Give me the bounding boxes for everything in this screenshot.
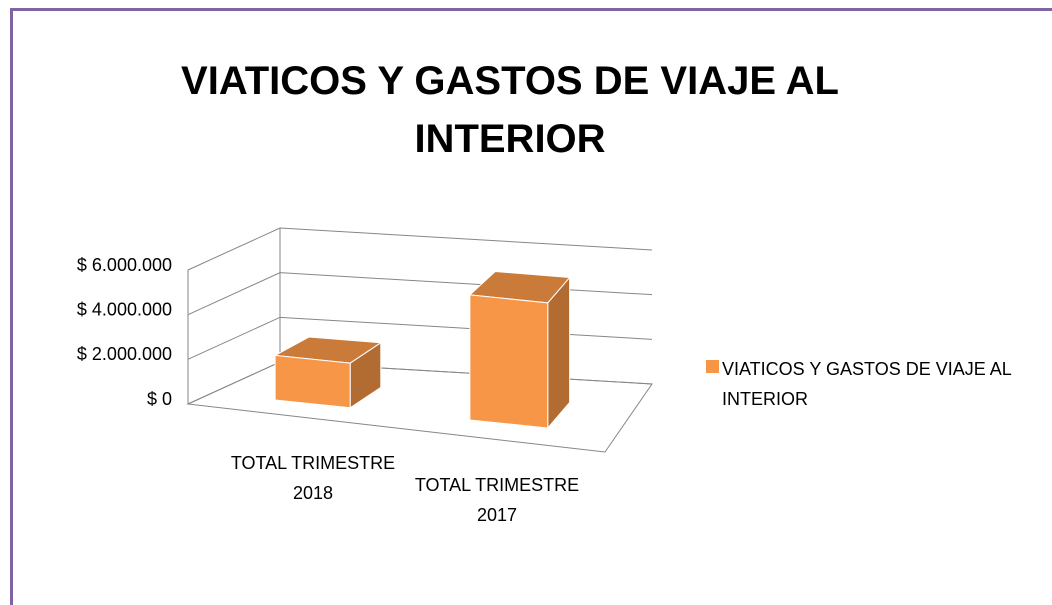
frame [10, 8, 1052, 11]
y-tick-label: $ 4.000.000 [77, 299, 172, 319]
frame [10, 8, 13, 605]
grid-line [187, 272, 653, 316]
legend-label: VIATICOS Y GASTOS DE VIAJE AL INTERIOR [722, 359, 1012, 409]
x-tick-label: TOTAL TRIMESTRE 2017 [414, 475, 580, 525]
bar [274, 354, 351, 409]
chart-title: VIATICOS Y GASTOS DE VIAJE AL INTERIOR [181, 59, 839, 161]
y-tick-label: $ 6.000.000 [77, 255, 172, 275]
x-tick-label: TOTAL TRIMESTRE 2018 [230, 453, 396, 503]
legend-swatch [706, 360, 719, 373]
bar [469, 294, 549, 429]
grid-line [187, 316, 653, 360]
bar-side [547, 276, 571, 430]
y-tick-label: $ 2.000.000 [77, 344, 172, 364]
floor [186, 361, 653, 453]
grid-line [187, 361, 653, 405]
grid-line [187, 227, 653, 271]
y-tick-label: $ 0 [147, 389, 172, 409]
